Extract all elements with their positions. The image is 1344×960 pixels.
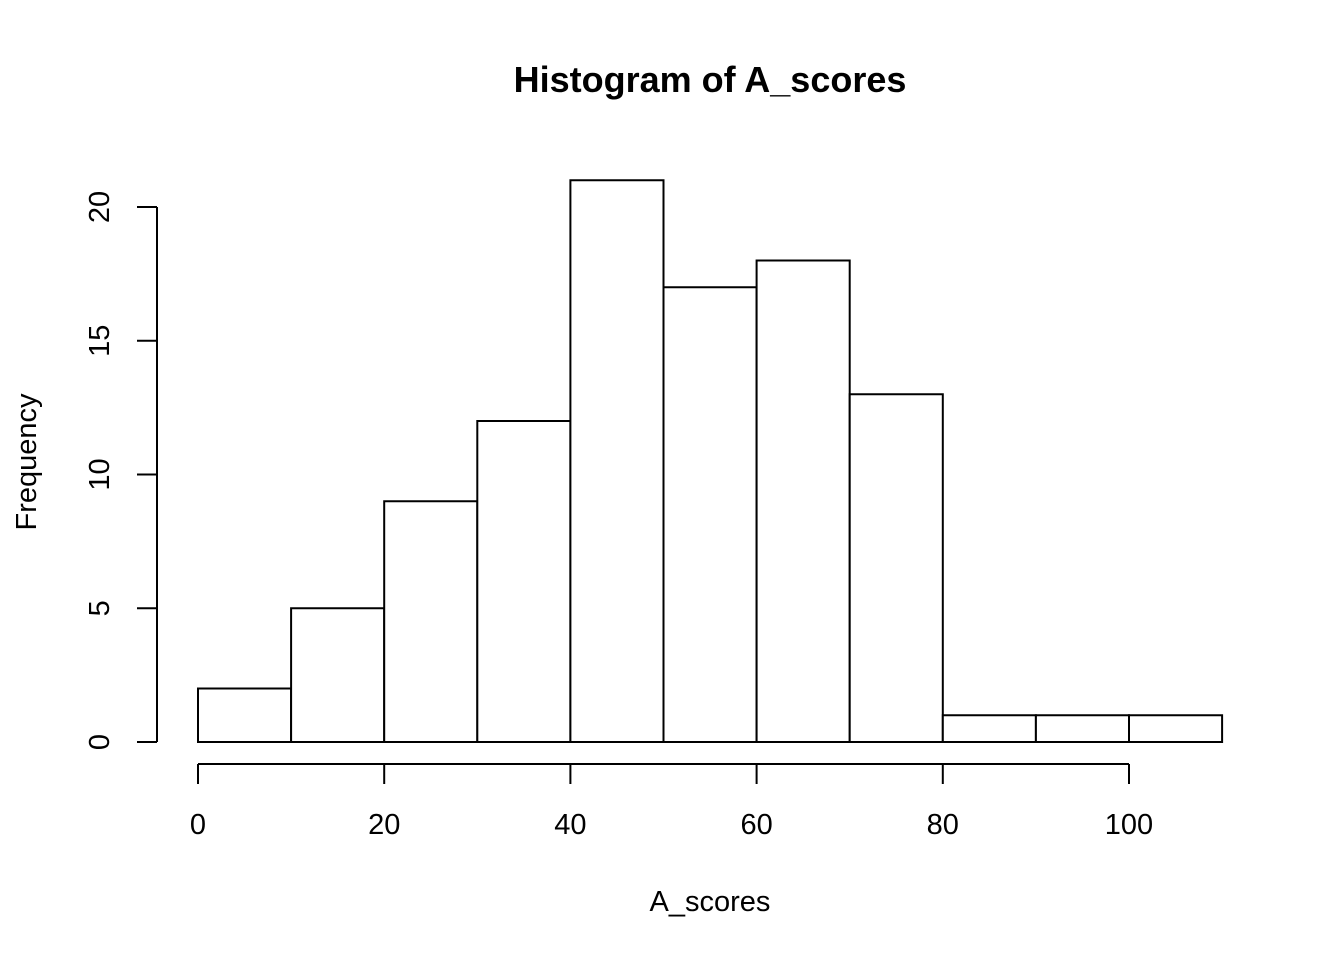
x-tick-label: 40 [554,809,586,841]
histogram-bar [197,687,293,743]
histogram-bar [1034,714,1131,743]
x-tick-label: 0 [190,809,206,841]
y-tick-label: 20 [84,191,116,223]
histogram-bar [662,286,758,743]
y-tick-label: 0 [84,734,116,750]
x-tick-label: 20 [368,809,400,841]
y-tick-label: 15 [84,325,116,357]
histogram-bar [1128,714,1224,743]
x-tick-label: 60 [740,809,772,841]
x-tick-label: 100 [1105,809,1153,841]
histogram-bar [941,714,1037,743]
y-tick-label: 10 [84,458,116,490]
histogram-bar [383,500,479,743]
histogram-bar [755,259,851,743]
bars-group [197,179,1224,743]
y-axis-label: Frequency [11,393,43,531]
histogram-bar [848,393,944,743]
histogram-bar [476,420,572,743]
x-tick-label: 80 [927,809,959,841]
y-tick-label: 5 [84,600,116,616]
histogram-bar [569,179,665,743]
x-axis: 0 20 40 60 80 100 [190,763,1153,841]
histogram-bar [290,607,386,743]
x-axis-label: A_scores [650,886,771,918]
y-axis: 0 5 10 15 20 [84,191,158,750]
chart-title: Histogram of A_scores [514,59,907,100]
